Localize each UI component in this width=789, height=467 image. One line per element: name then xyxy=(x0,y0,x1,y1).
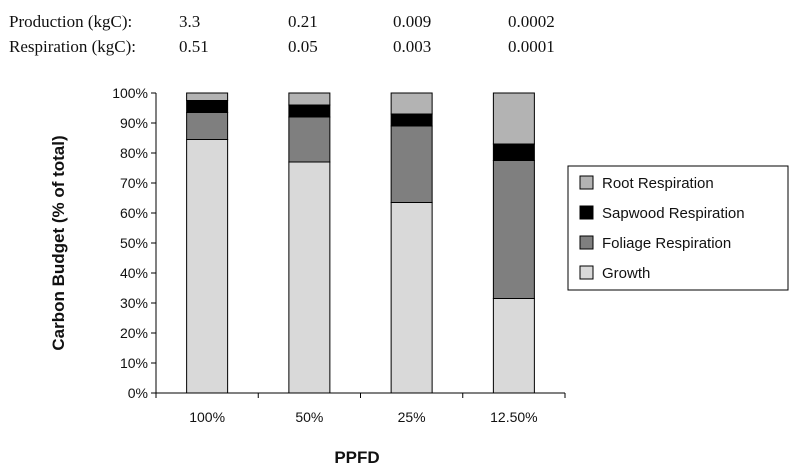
legend-swatch xyxy=(579,265,594,280)
legend-swatch xyxy=(579,205,594,220)
bar-growth xyxy=(288,161,331,394)
bar-foliage-respiration xyxy=(390,125,433,203)
bar-growth xyxy=(186,139,229,394)
respiration-value-100: 0.51 xyxy=(179,37,209,56)
bar-foliage-respiration xyxy=(288,116,331,163)
legend-label: Growth xyxy=(602,265,650,282)
legend-label: Root Respiration xyxy=(602,175,714,192)
y-tick-label: 30% xyxy=(120,295,148,311)
y-tick-label: 60% xyxy=(120,205,148,221)
y-tick-label: 100% xyxy=(112,85,148,101)
respiration-value-50: 0.05 xyxy=(288,37,318,56)
bar-growth xyxy=(390,202,433,394)
respiration-value-12-5: 0.0001 xyxy=(508,37,555,56)
bar-foliage-respiration xyxy=(186,112,229,140)
x-tick-label: 50% xyxy=(295,409,323,425)
y-tick-label: 40% xyxy=(120,265,148,281)
legend-label: Foliage Respiration xyxy=(602,235,731,252)
legend-box xyxy=(567,165,789,291)
production-label: Production (kgC): xyxy=(9,12,132,31)
legend-swatch xyxy=(579,175,594,190)
x-tick-label: 12.50% xyxy=(490,409,537,425)
respiration-label: Respiration (kgC): xyxy=(9,37,136,56)
bar-root-respiration xyxy=(186,92,229,101)
x-tick-label: 25% xyxy=(398,409,426,425)
production-value-25: 0.009 xyxy=(393,12,431,31)
y-tick-label: 50% xyxy=(120,235,148,251)
x-axis-title: PPFD xyxy=(334,448,379,467)
bar-sapwood-respiration xyxy=(288,104,331,118)
bar-root-respiration xyxy=(492,92,535,145)
bar-sapwood-respiration xyxy=(186,100,229,113)
bar-root-respiration xyxy=(288,92,331,106)
y-axis-title: Carbon Budget (% of total) xyxy=(49,135,68,350)
y-tick-label: 20% xyxy=(120,325,148,341)
legend-swatch xyxy=(579,235,594,250)
y-tick-label: 10% xyxy=(120,355,148,371)
legend-label: Sapwood Respiration xyxy=(602,205,745,222)
bar-sapwood-respiration xyxy=(492,143,535,161)
production-value-50: 0.21 xyxy=(288,12,318,31)
respiration-value-25: 0.003 xyxy=(393,37,431,56)
legend: Root Respiration Sapwood Respiration Folia… xyxy=(567,165,789,291)
y-tick-label: 80% xyxy=(120,145,148,161)
bar-root-respiration xyxy=(390,92,433,115)
y-tick-label: 70% xyxy=(120,175,148,191)
production-value-100: 3.3 xyxy=(179,12,200,31)
y-tick-label: 90% xyxy=(120,115,148,131)
bar-foliage-respiration xyxy=(492,160,535,299)
x-tick-label: 100% xyxy=(189,409,225,425)
plot-area: 0% 10% 20% 30% 40% 50% 60% 70% 80% 90% 100% 100% 50%… xyxy=(112,85,566,425)
bar-sapwood-respiration xyxy=(390,113,433,127)
header-table: Production (kgC): 3.3 0.21 0.009 0.0002 … xyxy=(9,12,555,56)
y-tick-label: 0% xyxy=(128,385,148,401)
bar-growth xyxy=(492,298,535,394)
production-value-12-5: 0.0002 xyxy=(508,12,555,31)
